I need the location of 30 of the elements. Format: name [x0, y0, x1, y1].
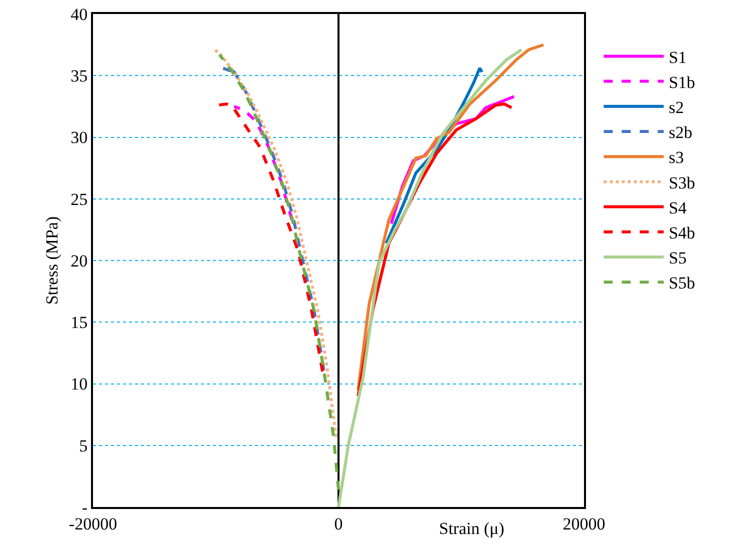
legend-label: S4b [668, 224, 696, 243]
y-tick-label: 25 [70, 190, 88, 209]
x-tick-label: 0 [334, 514, 343, 534]
legend-label: S4 [668, 198, 688, 218]
x-tick-label: 20000 [562, 514, 606, 534]
legend-label: S5 [668, 248, 687, 268]
y-tick-label: 40 [70, 4, 88, 24]
x-tick-label: -20000 [68, 514, 118, 534]
line-series [337, 48, 523, 507]
y-tick-label: 30 [70, 128, 88, 148]
line-series [356, 43, 545, 392]
legend-label: S3b [668, 173, 696, 192]
y-tick-label: 35 [70, 66, 88, 86]
line-series [218, 53, 340, 492]
legend-label: S1b [668, 72, 696, 92]
y-axis-title: Stress (MPa) [42, 216, 62, 305]
legend-label: s3 [668, 148, 684, 168]
legend-label: S1 [668, 48, 687, 67]
legend-label: s2b [668, 123, 692, 142]
y-tick-label: - [82, 498, 88, 517]
y-tick-label: 10 [70, 374, 88, 394]
y-tick-label: 15 [70, 313, 88, 332]
legend-label: S5b [668, 274, 696, 293]
line-series [222, 66, 326, 372]
y-tick-label: 20 [70, 251, 88, 270]
legend-label: s2 [668, 98, 684, 118]
x-axis-title: Strain (μ) [439, 519, 504, 538]
line-series [212, 47, 338, 438]
y-tick-label: 5 [79, 436, 88, 456]
line-series [232, 104, 294, 222]
